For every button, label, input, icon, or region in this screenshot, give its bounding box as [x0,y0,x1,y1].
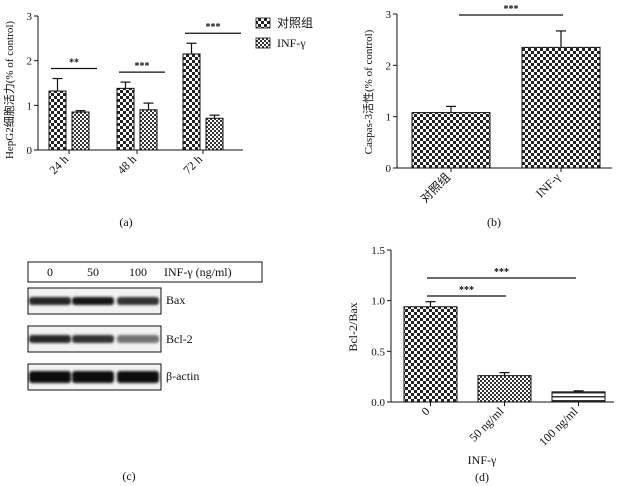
blot-row-label-bax: Bax [166,293,185,307]
bar-0 [403,306,458,403]
sig-label: *** [459,285,474,296]
bar-50ngml [477,375,532,403]
blot-lane-100: 100 [129,265,147,279]
panel-a-viability-chart: HepG2细胞活力(% of control) 0 1 2 3 24 h 48 h 72 … [3,11,313,229]
panel-b-label: (b) [487,215,501,229]
blot-lane-50: 50 [87,265,99,279]
panel-b-x-axis: 对照组 INF-γ [397,167,612,206]
sig-label: ** [69,58,79,69]
x-tick-label: 24 h [46,152,71,177]
panel-b-significance: *** [459,4,563,16]
y-tick-label: 2 [386,60,392,72]
blot-band [117,297,159,305]
blot-band [72,335,114,343]
panel-b-caspase-chart: Caspas-3活性(% of control) 0 1 2 3 对照组 INF-γ *… [361,4,612,229]
x-tick-label: 100 ng/ml [536,404,581,449]
panel-b-bars [411,30,601,169]
y-tick-label: 0.0 [371,397,385,409]
bar-infg-48h [139,109,158,151]
panel-d-ylabel: Bcl-2/Bax [346,302,360,351]
y-tick-label: 0 [27,145,33,157]
y-tick-label: 1.0 [371,296,385,308]
blot-row-label-actin: β-actin [166,369,199,383]
bar-infg [521,46,601,169]
blot-band [117,371,159,383]
bar-control-48h [116,87,135,151]
panel-a-significance: ** ****** [51,22,241,73]
blot-lane-0: 0 [47,265,53,279]
blot-band [29,297,71,305]
panel-b-y-axis: 0 1 2 3 [386,9,398,175]
blot-rows [27,287,162,391]
x-tick-label: 50 ng/ml [466,404,507,445]
x-tick-label: 72 h [180,152,205,177]
blot-header-box [27,261,263,283]
legend-swatch-control [255,17,271,29]
y-tick-label: 3 [386,9,392,21]
bar-infg-72h [205,117,224,151]
x-tick-label: 48 h [114,152,139,177]
bar-control [411,112,491,169]
sig-label: *** [504,4,519,15]
sig-label: *** [494,267,509,278]
y-tick-label: 2 [27,56,33,68]
panel-a-label: (a) [119,215,132,229]
panel-b-ylabel: Caspas-3活性(% of control) [361,29,375,154]
blot-row-label-bcl2: Bcl-2 [166,332,193,346]
panel-d-x-axis: 0 50 ng/ml 100 ng/ml [391,401,614,449]
legend-swatch-infg [255,37,271,49]
legend-label-control: 对照组 [277,16,313,30]
panel-d-xlabel: INF-γ [468,453,497,467]
panel-d-ratio-chart: Bcl-2/Bax 0.0 0.5 1.0 1.5 0 50 ng/ml 100 ng/m… [346,245,614,484]
y-tick-label: 3 [27,11,33,23]
panel-d-bars [403,301,606,403]
sig-label: *** [206,22,221,33]
bar-control-72h [182,53,201,151]
x-tick-label: 0 [418,404,432,418]
blot-band [29,371,71,383]
panel-d-significance: *** *** [427,267,576,297]
y-tick-label: 0.5 [371,346,385,358]
x-tick-label: INF-γ [533,170,564,201]
panel-c-label: (c) [122,469,135,483]
blot-band [72,371,114,383]
legend-label-infg: INF-γ [277,36,306,50]
panel-a-y-axis: 0 1 2 3 [27,11,39,157]
bar-100ngml [551,391,606,403]
panel-a-x-axis: 24 h 48 h 72 h [38,149,243,177]
panel-a-ylabel: HepG2细胞活力(% of control) [3,21,16,159]
panel-d-y-axis: 0.0 0.5 1.0 1.5 [371,245,392,409]
y-tick-label: 1 [27,100,33,112]
bar-control-24h [48,90,67,151]
blot-header-unit: INF-γ (ng/ml) [164,265,232,279]
panel-c-western-blot: 0 50 100 INF-γ (ng/ml) Bax Bcl-2 β-actin… [27,261,263,483]
sig-label: *** [135,61,150,72]
bar-infg-24h [71,111,90,151]
y-tick-label: 1 [386,112,392,124]
blot-band [117,335,159,343]
panel-d-label: (d) [475,470,489,484]
panel-a-legend: 对照组 INF-γ [255,16,313,50]
y-tick-label: 0 [386,163,392,175]
y-tick-label: 1.5 [371,245,385,257]
blot-band [72,297,114,305]
blot-band [29,335,71,343]
x-tick-label: 对照组 [418,170,453,205]
